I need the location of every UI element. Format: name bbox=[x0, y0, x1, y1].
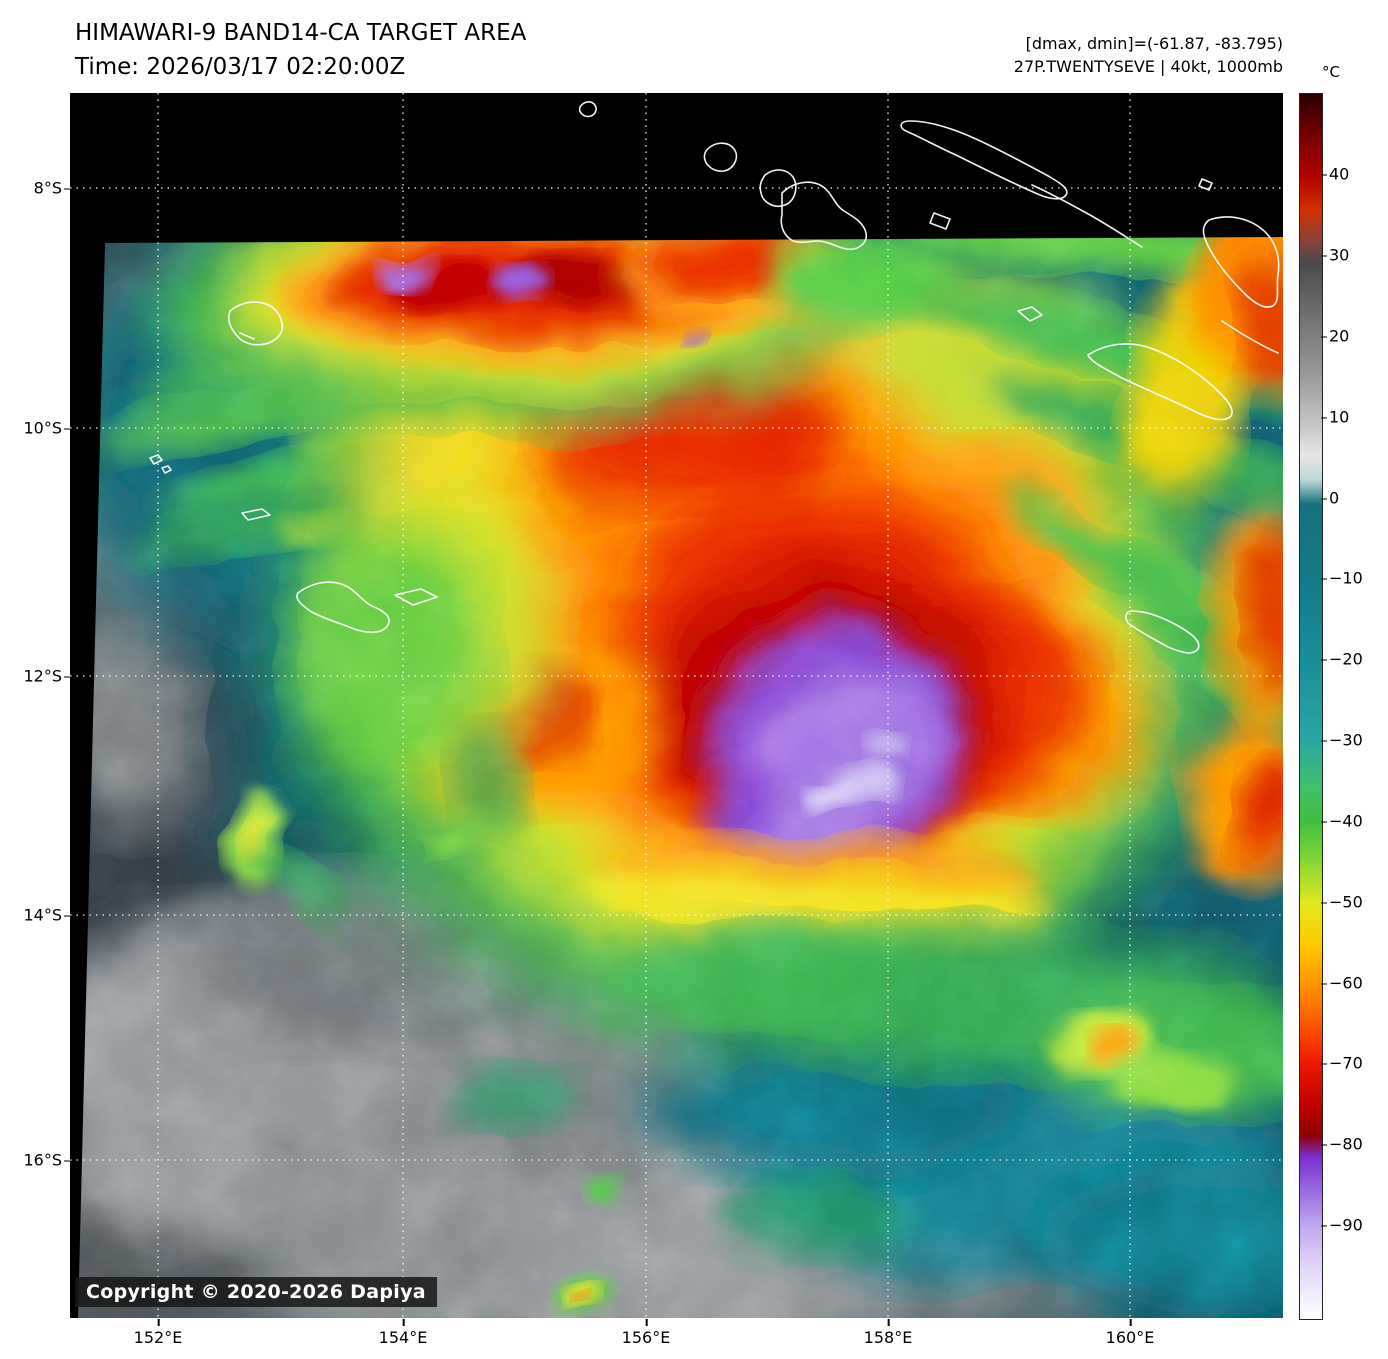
data-swath bbox=[78, 237, 1283, 1318]
satellite-image bbox=[70, 93, 1283, 1318]
lat-tick-label: 10°S bbox=[0, 419, 70, 438]
colorbar-tick-label: −60 bbox=[1321, 973, 1363, 993]
cloud-texture-fine bbox=[78, 237, 1283, 1318]
colorbar-tick-label: 10 bbox=[1320, 407, 1350, 427]
colorbar-tick-label: −40 bbox=[1321, 811, 1363, 831]
colorbar bbox=[1299, 93, 1323, 1320]
lon-tick-label: 152°E bbox=[133, 1319, 183, 1347]
lat-tick-label: 8°S bbox=[0, 179, 70, 198]
lon-tick-label: 158°E bbox=[863, 1319, 913, 1347]
lon-tick-label: 154°E bbox=[378, 1319, 428, 1347]
lat-tick-label: 14°S bbox=[0, 906, 70, 925]
colorbar-unit-label: °C bbox=[1322, 63, 1340, 81]
copyright-badge: Copyright © 2020-2026 Dapiya bbox=[75, 1277, 437, 1307]
colorbar-tick-label: 40 bbox=[1320, 164, 1350, 184]
lat-tick-label: 16°S bbox=[0, 1151, 70, 1170]
colorbar-tick-label: −10 bbox=[1321, 568, 1363, 588]
dmax-dmin-annotation: [dmax, dmin]=(-61.87, -83.795) bbox=[1025, 34, 1283, 53]
grid-lines bbox=[70, 93, 1283, 1318]
lon-tick-label: 160°E bbox=[1105, 1319, 1155, 1347]
lat-tick-label: 12°S bbox=[0, 667, 70, 686]
colorbar-tick-label: 0 bbox=[1320, 488, 1340, 508]
lon-tick-label: 156°E bbox=[621, 1319, 671, 1347]
storm-info-annotation: 27P.TWENTYSEVE | 40kt, 1000mb bbox=[1013, 57, 1283, 76]
colorbar-tick-label: −30 bbox=[1321, 730, 1363, 750]
colorbar-tick-label: −80 bbox=[1321, 1134, 1363, 1154]
colorbar-tick-label: 30 bbox=[1320, 245, 1350, 265]
colorbar-tick-label: −50 bbox=[1321, 892, 1363, 912]
page-title: HIMAWARI-9 BAND14-CA TARGET AREA bbox=[75, 20, 527, 46]
time-label: Time: 2026/03/17 02:20:00Z bbox=[75, 54, 406, 80]
colorbar-tick-label: −90 bbox=[1321, 1215, 1363, 1235]
satellite-map-area: Copyright © 2020-2026 Dapiya bbox=[70, 93, 1283, 1318]
coastlines bbox=[149, 101, 1280, 654]
colorbar-tick-label: −70 bbox=[1321, 1053, 1363, 1073]
colorbar-tick-label: 20 bbox=[1320, 326, 1350, 346]
colorbar-tick-label: −20 bbox=[1321, 649, 1363, 669]
